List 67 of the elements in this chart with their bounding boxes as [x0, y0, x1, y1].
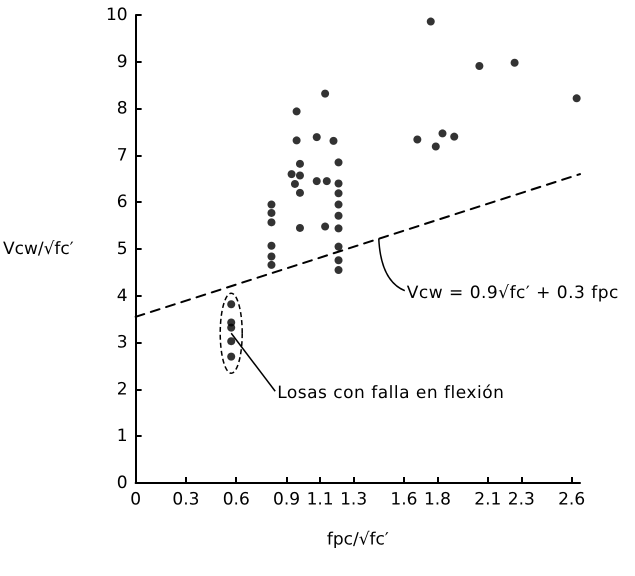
point — [322, 177, 331, 186]
y-tick-label: 8 — [116, 98, 128, 119]
point — [334, 200, 343, 209]
x-tick-label: 2.6 — [558, 490, 586, 510]
point — [296, 160, 304, 168]
point — [296, 172, 304, 180]
point — [267, 260, 276, 269]
point — [334, 266, 343, 274]
point — [292, 107, 301, 116]
point — [334, 158, 343, 166]
point — [432, 142, 440, 151]
point — [334, 256, 343, 264]
point — [334, 212, 343, 220]
point — [321, 222, 330, 231]
point — [334, 179, 343, 188]
point — [510, 58, 519, 67]
y-tick-label: 5 — [116, 239, 128, 259]
point — [288, 170, 296, 178]
point — [312, 133, 321, 142]
x-tick-label: 2.3 — [508, 490, 535, 510]
point — [267, 252, 276, 260]
point — [227, 300, 236, 308]
point — [438, 129, 446, 138]
point — [267, 200, 276, 209]
point — [321, 90, 330, 98]
point — [290, 180, 299, 188]
point — [227, 324, 236, 332]
x-tick-label: 2.1 — [474, 490, 502, 510]
point — [296, 188, 304, 197]
y-tick-label: 4 — [116, 286, 128, 306]
x-tick-label: 0.6 — [222, 490, 250, 510]
point — [426, 18, 435, 26]
point — [334, 242, 343, 251]
point — [413, 135, 422, 144]
point — [267, 242, 276, 250]
annotation: Losas con falla en flexión — [277, 383, 504, 404]
point — [227, 337, 236, 346]
x-tick-label: 0 — [130, 490, 142, 510]
annotation: Vcw = 0.9√fc′ + 0.3 fpc — [406, 282, 619, 303]
point — [267, 208, 276, 217]
y-tick-label: 9 — [116, 52, 128, 72]
point — [334, 224, 343, 232]
y-tick-label: 6 — [116, 192, 128, 212]
point — [296, 224, 304, 232]
point — [572, 94, 581, 102]
x-tick-label: 1.3 — [340, 490, 368, 510]
x-tick-label: 1.8 — [424, 490, 451, 510]
point — [475, 62, 484, 70]
point — [227, 352, 236, 361]
y-tick-label: 7 — [116, 145, 128, 166]
y-tick-label: 0 — [116, 473, 128, 493]
y-axis-title: Vcw/√fc′ — [2, 239, 74, 259]
x-tick-label: 0.3 — [172, 490, 200, 510]
point — [267, 218, 276, 226]
point — [330, 136, 338, 145]
y-tick-label: 3 — [116, 332, 128, 353]
x-axis-title: fpc/√fc′ — [326, 530, 389, 550]
point — [334, 189, 343, 198]
y-tick-label: 1 — [116, 426, 128, 446]
x-tick-label: 1.1 — [306, 490, 334, 510]
y-tick-label: 2 — [116, 379, 128, 400]
point — [292, 136, 301, 144]
x-tick-label: 0.9 — [273, 490, 300, 510]
y-tick-label: 10 — [106, 5, 128, 25]
x-tick-label: 1.6 — [390, 490, 418, 510]
point — [312, 177, 321, 186]
point — [450, 132, 458, 141]
